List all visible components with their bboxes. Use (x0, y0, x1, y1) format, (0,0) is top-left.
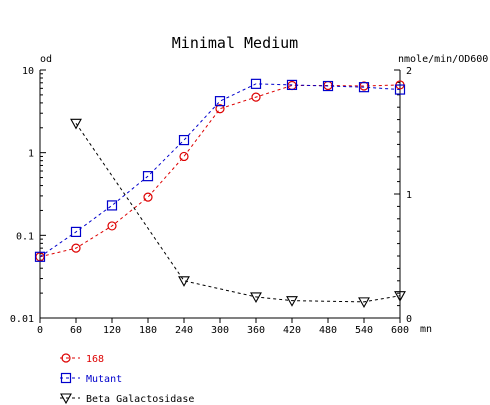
series-line (39, 84, 401, 258)
data-point (178, 134, 190, 146)
data-point (322, 80, 334, 92)
x-tick-label: 360 (247, 325, 265, 336)
legend-marker (60, 393, 72, 405)
x-tick-label: 60 (70, 325, 82, 336)
data-point (107, 221, 117, 231)
legend-label: 168 (86, 354, 104, 365)
y-left-ticks: 0.01 0.1 1 10 (10, 66, 46, 325)
chart-title: Minimal Medium (172, 34, 298, 52)
series-line (39, 83, 401, 258)
data-point (214, 96, 226, 107)
data-point (251, 92, 261, 102)
x-tick-label: 540 (355, 325, 373, 336)
data-point (178, 276, 190, 287)
series-3 (70, 118, 406, 309)
legend-label: Beta Galactosidase (86, 394, 194, 405)
y-right-tick-label: 1 (406, 190, 412, 201)
y-left-tick-label: 0.1 (16, 231, 34, 242)
legend: 168 Mutant Beta Galactosidase (60, 353, 194, 405)
data-point (143, 192, 153, 202)
legend-item: 168 (60, 353, 104, 365)
series-line (75, 123, 401, 303)
x-ticks: 0 60 120 180 240 300 360 420 480 540 600 (37, 318, 409, 336)
y-left-axis-label: od (40, 54, 52, 65)
data-point (394, 84, 406, 95)
x-tick-label: 480 (319, 325, 337, 336)
y-right-tick-label: 0 (406, 314, 412, 325)
legend-item: Mutant (60, 372, 122, 385)
data-point (34, 251, 46, 262)
data-point (142, 171, 154, 182)
y-left-tick-label: 10 (22, 66, 34, 77)
legend-label: Mutant (86, 374, 122, 385)
x-tick-label: 240 (175, 325, 193, 336)
data-point (70, 226, 82, 238)
y-right-axis-label: nmole/min/OD600 (398, 54, 488, 65)
x-tick-label: 120 (103, 325, 121, 336)
data-point (358, 82, 370, 93)
y-left-tick-label: 0.01 (10, 314, 34, 325)
series-2 (34, 78, 406, 262)
y-right-tick-label: 2 (406, 66, 412, 77)
x-tick-label: 0 (37, 325, 43, 336)
x-tick-label: 420 (283, 325, 301, 336)
x-tick-label: 180 (139, 325, 157, 336)
data-point (70, 118, 82, 130)
y-left-tick-label: 1 (28, 149, 34, 160)
data-point (394, 291, 406, 302)
data-point (250, 292, 262, 304)
legend-marker (61, 353, 71, 363)
data-point (286, 296, 298, 307)
x-tick-label: 300 (211, 325, 229, 336)
legend-marker (60, 372, 72, 384)
x-tick-label: 600 (391, 325, 409, 336)
data-point (215, 104, 225, 114)
data-point (179, 151, 189, 162)
x-axis-label: mn (420, 324, 432, 335)
data-point (106, 200, 118, 211)
legend-item: Beta Galactosidase (60, 393, 194, 405)
data-point (250, 78, 262, 89)
series-layer (34, 78, 406, 309)
data-point (358, 297, 370, 309)
data-point (71, 243, 81, 253)
series-1 (35, 80, 405, 262)
data-point (286, 79, 298, 91)
data-point (287, 80, 297, 91)
y-right-ticks: 0 1 2 (394, 66, 412, 325)
